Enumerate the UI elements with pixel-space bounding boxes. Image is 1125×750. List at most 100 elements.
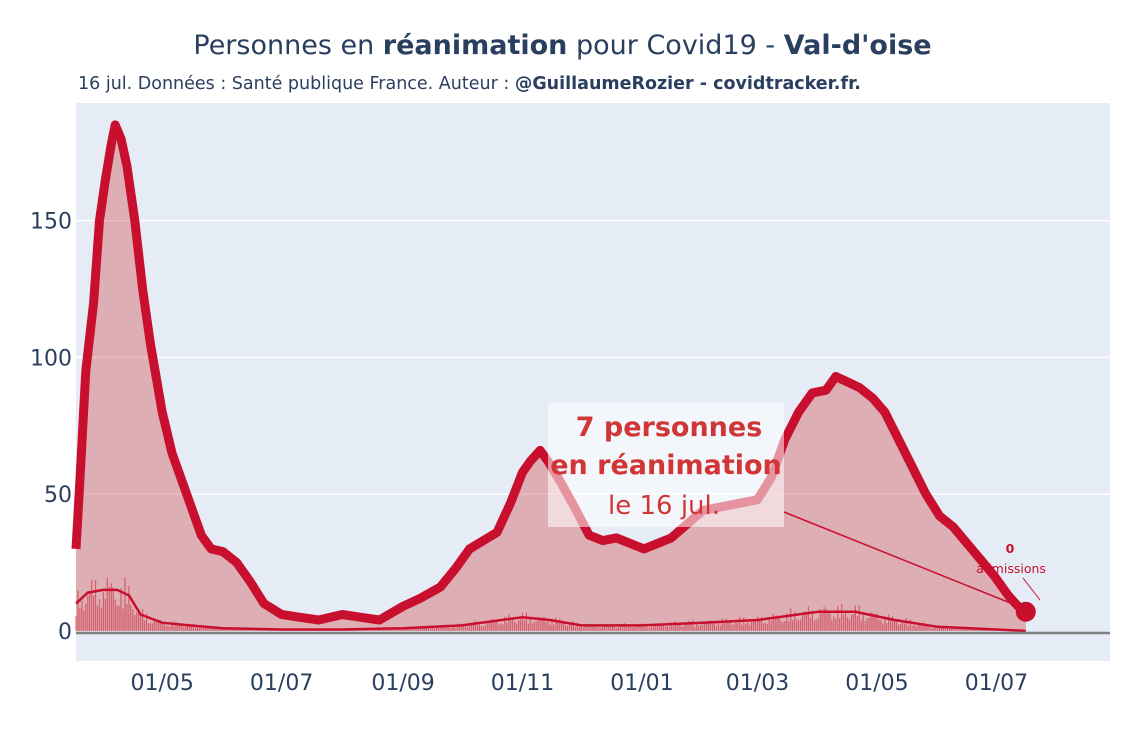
admission-bar — [187, 626, 189, 631]
admission-bar — [161, 622, 163, 631]
admission-bar — [805, 613, 808, 631]
admission-bar — [751, 621, 753, 631]
annotation-box — [548, 403, 784, 527]
admission-bar — [435, 626, 437, 631]
admission-bar — [134, 615, 136, 631]
admission-bar — [224, 628, 226, 631]
admission-bar — [921, 623, 923, 631]
admission-bar — [142, 608, 144, 631]
admission-bar — [165, 626, 167, 631]
admission-bar — [122, 608, 124, 631]
admission-bar — [659, 623, 661, 631]
admission-bar — [496, 621, 498, 631]
admission-bar — [801, 615, 804, 631]
admission-bar — [800, 619, 802, 631]
admission-bar — [774, 617, 776, 631]
admission-bar — [521, 613, 524, 631]
admission-bar — [502, 624, 504, 631]
admission-bar — [600, 627, 602, 631]
admission-bar — [424, 626, 426, 631]
admission-bar — [964, 629, 966, 631]
admission-bar — [610, 624, 612, 631]
admission-bar — [702, 624, 704, 631]
admission-bar — [514, 621, 516, 631]
admission-bar — [888, 614, 890, 631]
admission-bar — [713, 623, 715, 631]
admission-bar — [234, 629, 236, 631]
admission-bar — [474, 620, 477, 631]
admission-bar — [537, 617, 539, 631]
admission-bar — [116, 605, 118, 631]
admission-bar — [461, 624, 463, 631]
admission-bar — [707, 621, 710, 631]
admission-bar — [149, 623, 151, 631]
annotation-label: en réanimation — [550, 450, 782, 481]
admission-bar — [950, 628, 952, 631]
admission-bar — [613, 626, 616, 631]
admission-bar — [784, 621, 786, 631]
admission-bar — [962, 628, 964, 631]
admission-bar — [621, 627, 623, 631]
admission-bar — [758, 620, 761, 631]
admission-bar — [232, 629, 234, 631]
admission-bar — [555, 617, 557, 631]
admission-bar — [169, 626, 171, 631]
admission-bar — [878, 619, 880, 631]
admission-bar — [576, 622, 578, 631]
admission-bar — [449, 628, 451, 631]
admission-bar — [494, 621, 496, 631]
admission-bar — [690, 624, 692, 631]
admission-bar — [584, 626, 586, 631]
admission-bar — [249, 629, 251, 631]
admission-bar — [120, 588, 122, 631]
admission-bar — [958, 628, 960, 631]
admission-bar — [478, 621, 480, 631]
admission-bar — [132, 609, 134, 631]
admission-bar — [899, 624, 902, 631]
admission-bar — [782, 622, 784, 631]
admission-bar — [218, 628, 220, 631]
admission-bar — [504, 616, 506, 631]
admission-bar — [798, 620, 800, 631]
admission-bar — [660, 624, 663, 631]
admission-bar — [897, 624, 900, 631]
admission-bar — [954, 628, 956, 631]
admission-bar — [747, 622, 749, 631]
admission-bar — [457, 623, 459, 631]
admission-bar — [694, 626, 696, 631]
admission-bar — [733, 624, 735, 631]
admission-bar — [813, 620, 815, 631]
admission-bar — [788, 621, 790, 631]
admission-bar — [745, 624, 747, 631]
admission-bar — [653, 624, 655, 631]
admission-bar — [684, 624, 686, 631]
admission-bar — [471, 623, 473, 631]
admission-bar — [425, 627, 428, 631]
admission-bar — [93, 595, 95, 631]
admission-bar — [568, 623, 571, 631]
admission-bar — [241, 629, 244, 631]
admission-bar — [629, 626, 631, 631]
admission-bar — [913, 624, 915, 631]
y-tick-label: 50 — [44, 483, 72, 508]
admission-bar — [237, 629, 240, 631]
admission-bar — [110, 583, 112, 631]
x-tick-label: 01/03 — [726, 671, 789, 696]
admission-bar — [155, 620, 157, 631]
admission-bar — [604, 626, 606, 631]
admission-bar — [220, 629, 222, 631]
admission-bar — [719, 625, 721, 631]
admission-bar — [670, 622, 672, 631]
admission-bar — [508, 614, 510, 631]
admission-bar — [874, 614, 876, 631]
admission-bar — [445, 626, 447, 631]
admission-bar — [173, 626, 175, 631]
admission-bar — [414, 628, 416, 631]
admission-bar — [177, 624, 179, 631]
admission-bar — [894, 620, 896, 631]
admission-bar — [592, 625, 594, 631]
admission-bar — [89, 591, 91, 631]
admission-bar — [108, 586, 110, 631]
admission-bar — [698, 626, 700, 631]
